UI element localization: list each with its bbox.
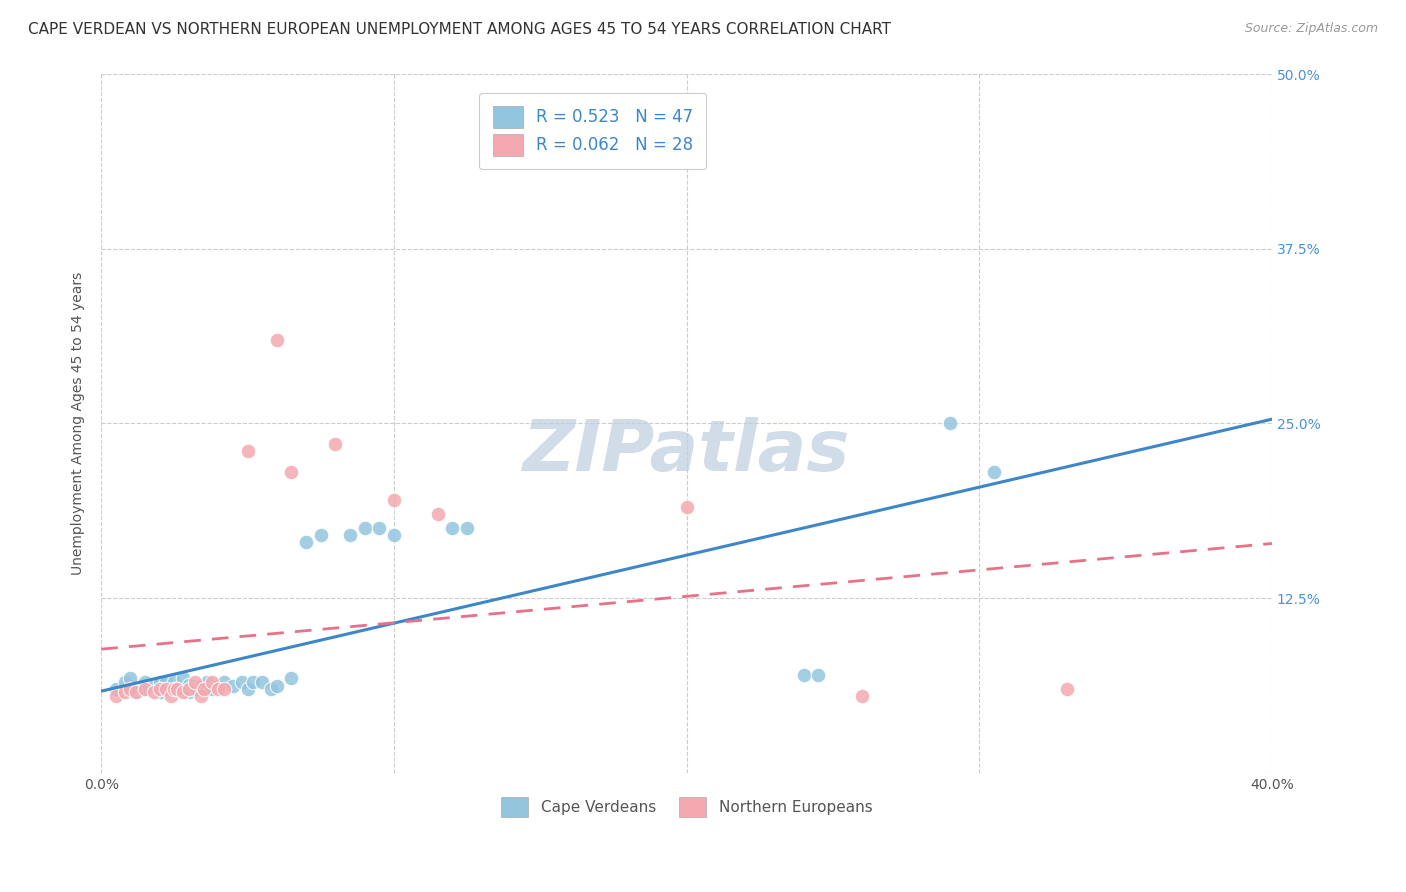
Point	[212, 681, 235, 696]
Point	[212, 674, 235, 689]
Point	[120, 681, 142, 696]
Point	[163, 674, 186, 689]
Point	[149, 674, 172, 689]
Point	[160, 681, 183, 696]
Point	[104, 681, 127, 696]
Point	[295, 535, 318, 549]
Point	[160, 689, 183, 703]
Point	[368, 521, 391, 535]
Point	[177, 684, 200, 698]
Point	[193, 681, 215, 696]
Point	[309, 528, 332, 542]
Point	[441, 521, 464, 535]
Point	[280, 671, 302, 685]
Point	[166, 681, 188, 696]
Legend: Cape Verdeans, Northern Europeans: Cape Verdeans, Northern Europeans	[494, 789, 880, 824]
Point	[136, 681, 159, 696]
Point	[193, 681, 215, 696]
Point	[120, 671, 142, 685]
Point	[207, 679, 229, 693]
Point	[201, 681, 224, 696]
Point	[172, 684, 194, 698]
Point	[134, 681, 156, 696]
Point	[339, 528, 361, 542]
Point	[104, 689, 127, 703]
Point	[184, 674, 207, 689]
Point	[155, 674, 177, 689]
Point	[155, 681, 177, 696]
Point	[939, 417, 962, 431]
Point	[177, 681, 200, 696]
Point	[426, 507, 449, 521]
Point	[131, 681, 153, 696]
Point	[242, 674, 264, 689]
Point	[177, 678, 200, 692]
Point	[851, 689, 873, 703]
Point	[142, 679, 165, 693]
Point	[201, 674, 224, 689]
Point	[231, 674, 253, 689]
Point	[125, 684, 148, 698]
Point	[125, 684, 148, 698]
Point	[120, 681, 142, 696]
Point	[280, 465, 302, 479]
Point	[114, 684, 136, 698]
Point	[222, 679, 245, 693]
Point	[793, 668, 815, 682]
Point	[149, 684, 172, 698]
Point	[207, 681, 229, 696]
Point	[114, 674, 136, 689]
Point	[382, 528, 405, 542]
Point	[172, 681, 194, 696]
Point	[266, 333, 288, 347]
Point	[166, 681, 188, 696]
Point	[382, 493, 405, 508]
Point	[260, 681, 283, 696]
Point	[1056, 681, 1078, 696]
Point	[236, 444, 259, 458]
Point	[675, 500, 697, 515]
Point	[456, 521, 478, 535]
Point	[325, 437, 347, 451]
Point	[155, 681, 177, 696]
Point	[807, 668, 830, 682]
Point	[190, 689, 212, 703]
Point	[983, 465, 1005, 479]
Point	[172, 671, 194, 685]
Point	[353, 521, 375, 535]
Point	[250, 674, 273, 689]
Point	[163, 681, 186, 696]
Text: Source: ZipAtlas.com: Source: ZipAtlas.com	[1244, 22, 1378, 36]
Point	[134, 674, 156, 689]
Text: CAPE VERDEAN VS NORTHERN EUROPEAN UNEMPLOYMENT AMONG AGES 45 TO 54 YEARS CORRELA: CAPE VERDEAN VS NORTHERN EUROPEAN UNEMPL…	[28, 22, 891, 37]
Y-axis label: Unemployment Among Ages 45 to 54 years: Unemployment Among Ages 45 to 54 years	[72, 272, 86, 575]
Point	[184, 681, 207, 696]
Point	[190, 679, 212, 693]
Point	[195, 674, 218, 689]
Text: ZIPatlas: ZIPatlas	[523, 417, 851, 486]
Point	[149, 681, 172, 696]
Point	[142, 684, 165, 698]
Point	[236, 681, 259, 696]
Point	[266, 679, 288, 693]
